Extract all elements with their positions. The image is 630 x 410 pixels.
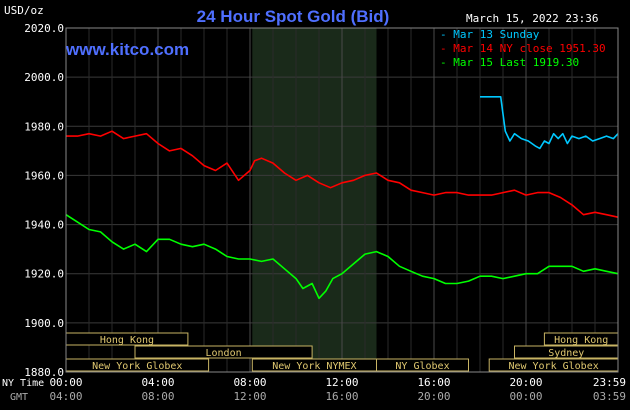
x-tick-label-ny: 16:00 bbox=[417, 376, 450, 389]
x-tick-label-gmt: 16:00 bbox=[325, 390, 358, 403]
session-label: Hong Kong bbox=[100, 335, 154, 346]
y-tick-label: 1940.0 bbox=[24, 219, 64, 232]
x-tick-label-ny: 12:00 bbox=[325, 376, 358, 389]
x-tick-label-gmt: 00:00 bbox=[509, 390, 542, 403]
nymex-session-shade bbox=[252, 28, 377, 372]
site-label: www.kitco.com bbox=[65, 40, 189, 59]
ny-time-label: NY Time bbox=[2, 378, 44, 389]
x-tick-label-ny: 08:00 bbox=[233, 376, 266, 389]
y-tick-label: 1960.0 bbox=[24, 169, 64, 182]
series-lines bbox=[65, 96, 619, 300]
legend: - Mar 13 Sunday- Mar 14 NY close 1951.30… bbox=[440, 28, 606, 69]
y-tick-label: 1920.0 bbox=[24, 268, 64, 281]
session-label: Sydney bbox=[548, 348, 584, 359]
legend-entry: - Mar 13 Sunday bbox=[440, 28, 540, 41]
plot-border bbox=[65, 27, 619, 373]
y-tick-label: 1980.0 bbox=[24, 120, 64, 133]
gmt-label: GMT bbox=[10, 392, 28, 403]
legend-entry: - Mar 15 Last 1919.30 bbox=[440, 56, 579, 69]
series-line bbox=[480, 96, 619, 150]
session-label: New York Globex bbox=[508, 361, 598, 372]
series-line bbox=[65, 214, 619, 300]
session-label: New York Globex bbox=[92, 361, 182, 372]
session-bar bbox=[376, 358, 469, 372]
x-tick-label-ny: 20:00 bbox=[509, 376, 542, 389]
x-tick-label-gmt: 04:00 bbox=[49, 390, 82, 403]
session-label: New York NYMEX bbox=[272, 361, 356, 372]
y-tick-label: 2000.0 bbox=[24, 71, 64, 84]
x-tick-label-gmt: 12:00 bbox=[233, 390, 266, 403]
x-tick-label-gmt: 03:59 bbox=[593, 390, 626, 403]
series-line bbox=[66, 130, 619, 218]
session-label: London bbox=[205, 348, 241, 359]
session-label: Hong Kong bbox=[554, 335, 608, 346]
y-tick-label: 1900.0 bbox=[24, 317, 64, 330]
timestamp: March 15, 2022 23:36 bbox=[466, 12, 598, 25]
session-bar bbox=[134, 345, 313, 359]
x-tick-label-gmt: 08:00 bbox=[141, 390, 174, 403]
x-tick-label-ny: 23:59 bbox=[593, 376, 626, 389]
y-tick-labels: 2020.0 2000.0 1980.0 1960.0 1940.0 1920.0 1900… bbox=[24, 22, 64, 379]
y-tick-label: 1880.0 bbox=[24, 366, 64, 379]
x-tick-label-ny: 04:00 bbox=[141, 376, 174, 389]
x-tick-label-ny: 00:00 bbox=[49, 376, 82, 389]
y-tick-label: 2020.0 bbox=[24, 22, 64, 35]
session-label: NY Globex bbox=[395, 361, 449, 372]
x-tick-label-gmt: 20:00 bbox=[417, 390, 450, 403]
legend-entry: - Mar 14 NY close 1951.30 bbox=[440, 42, 606, 55]
unit-label: USD/oz bbox=[4, 4, 44, 17]
x-tick-labels: 00:0004:0004:0008:0008:0012:0012:0016:00… bbox=[49, 376, 626, 403]
chart-title: 24 Hour Spot Gold (Bid) bbox=[197, 7, 390, 26]
